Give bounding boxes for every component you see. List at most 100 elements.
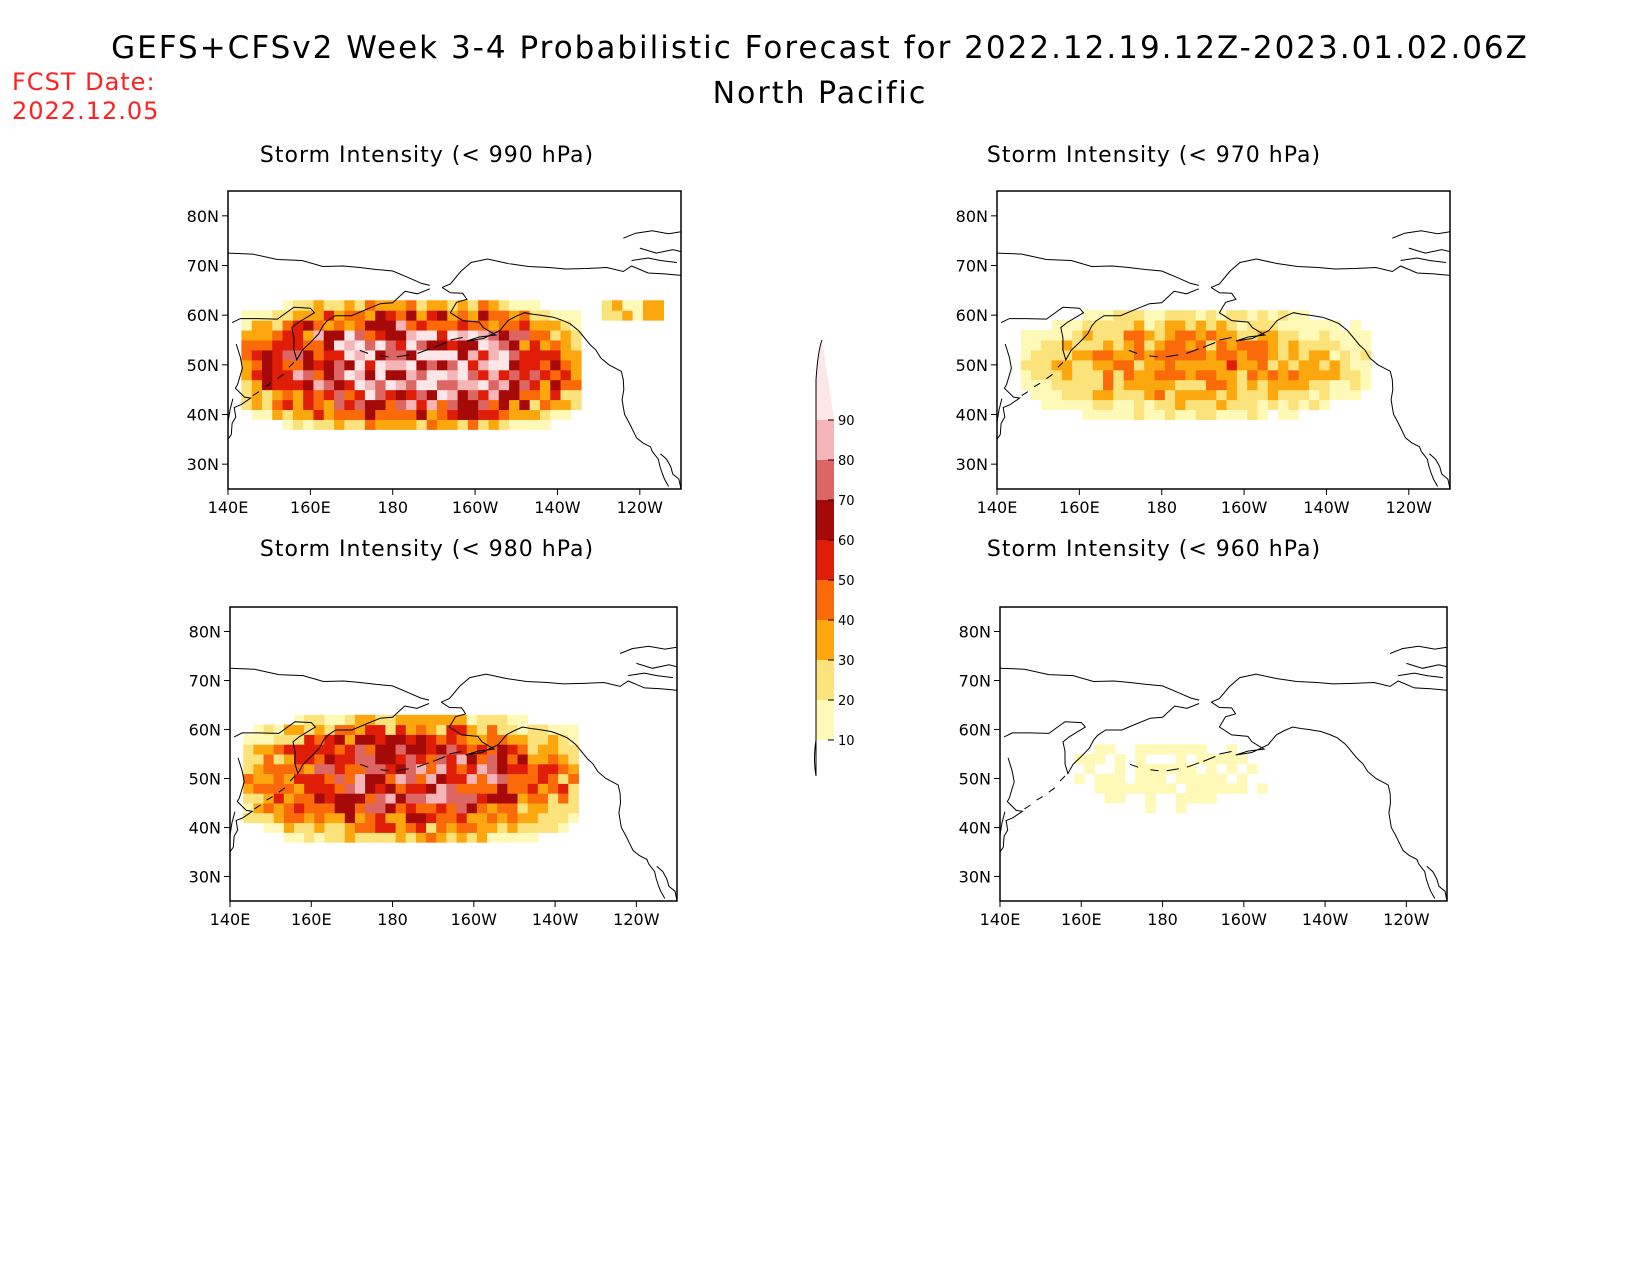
prob-cell: [364, 320, 376, 331]
prob-cell: [1236, 340, 1248, 351]
prob-cell: [466, 724, 478, 735]
prob-cell: [334, 803, 346, 814]
prob-cell: [1288, 320, 1300, 331]
prob-cell: [467, 300, 479, 311]
prob-cell: [1094, 744, 1106, 755]
prob-cell: [519, 320, 531, 331]
prob-cell: [395, 763, 407, 775]
prob-cell: [314, 744, 325, 755]
prob-cell: [313, 409, 325, 420]
prob-cell: [1205, 310, 1217, 321]
prob-cell: [436, 330, 448, 341]
coastline: [639, 247, 681, 254]
coastline: [1149, 355, 1158, 358]
prob-cell: [568, 763, 579, 775]
coastline: [585, 339, 670, 487]
prob-cell: [1133, 389, 1145, 401]
prob-cell: [375, 714, 386, 726]
prob-cell: [529, 330, 541, 341]
prob-cell: [487, 793, 498, 804]
prob-cell: [1164, 389, 1176, 401]
prob-cell: [263, 763, 275, 775]
prob-cell: [509, 409, 520, 420]
prob-cell: [354, 803, 366, 814]
prob-cell: [1267, 369, 1279, 381]
prob-cell: [415, 812, 427, 824]
prob-cell: [251, 310, 263, 321]
prob-cell: [323, 369, 335, 381]
prob-cell: [313, 300, 325, 311]
colorbar-segment: [816, 540, 834, 580]
prob-cell: [497, 744, 508, 755]
prob-cell: [344, 744, 356, 755]
prob-cell: [273, 803, 285, 814]
prob-cell: [395, 734, 407, 745]
map-panel-990: 80N 70N 60N 50N 40N 30N 140E 160E 180 160W 140W 120…: [187, 190, 682, 517]
prob-cell: [1133, 310, 1145, 321]
prob-cell: [1288, 369, 1300, 381]
prob-cell: [405, 812, 417, 824]
prob-cell: [1133, 409, 1145, 420]
prob-cell: [529, 379, 541, 391]
prob-cell: [405, 832, 417, 843]
coastline: [228, 252, 430, 286]
colorbar-label: 60: [838, 534, 855, 549]
prob-cell: [273, 793, 285, 804]
prob-cell: [1020, 359, 1032, 371]
prob-cell: [1061, 330, 1073, 341]
prob-cell: [1206, 793, 1217, 804]
prob-cell: [632, 300, 644, 311]
lat-tick-label: 80N: [956, 207, 988, 226]
prob-cell: [509, 419, 520, 430]
prob-cell: [334, 793, 346, 804]
coastline: [1000, 288, 1199, 362]
coastline: [997, 343, 1021, 440]
prob-cell: [457, 359, 469, 371]
lon-tick-label: 160E: [1061, 910, 1102, 929]
prob-cell: [1113, 399, 1125, 411]
prob-cell: [1092, 369, 1104, 381]
prob-cell: [507, 812, 519, 824]
coastline: [636, 662, 677, 669]
prob-cell: [1123, 359, 1135, 371]
prob-cell: [283, 744, 295, 755]
coastline: [656, 865, 677, 901]
prob-cell: [292, 409, 304, 420]
prob-cell: [253, 793, 265, 804]
prob-cell: [364, 399, 376, 411]
prob-cell: [488, 379, 500, 391]
coastline: [1400, 257, 1446, 263]
prob-cell: [241, 369, 253, 381]
prob-cell: [282, 379, 294, 391]
prob-cell: [1339, 330, 1351, 341]
prob-cell: [1144, 330, 1156, 341]
prob-cell: [344, 330, 356, 341]
colorbar-label: 10: [838, 734, 855, 749]
prob-cell: [261, 330, 273, 341]
prob-cell: [243, 734, 254, 745]
prob-cell: [547, 812, 559, 824]
prob-cell: [324, 744, 336, 755]
prob-cell: [537, 793, 549, 804]
prob-cell: [1092, 320, 1104, 331]
coastline: [288, 362, 295, 368]
prob-cell: [466, 763, 478, 775]
prob-cell: [568, 744, 579, 755]
prob-cell: [1113, 330, 1125, 341]
prob-cell: [1206, 773, 1217, 784]
prob-cell: [436, 340, 448, 351]
lat-tick-label: 70N: [956, 257, 988, 276]
prob-cell: [253, 724, 265, 735]
prob-cell: [1308, 359, 1320, 371]
prob-cell: [385, 340, 397, 351]
prob-cell: [1288, 340, 1300, 351]
lat-tick-label: 40N: [959, 819, 991, 838]
prob-cell: [1247, 399, 1258, 411]
prob-cell: [1175, 310, 1186, 321]
prob-cell: [344, 832, 356, 843]
prob-cell: [1092, 379, 1104, 391]
prob-cell: [1205, 369, 1217, 381]
prob-cell: [478, 330, 489, 341]
prob-cell: [261, 349, 273, 361]
coastline: [441, 286, 587, 342]
